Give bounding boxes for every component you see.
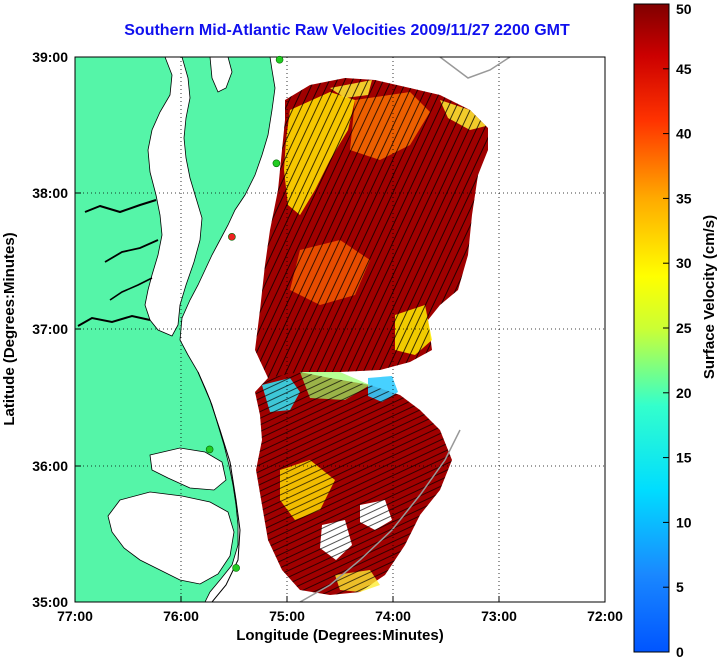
x-tick-label: 77:00 xyxy=(57,608,93,624)
y-tick-label: 36:00 xyxy=(32,458,68,474)
colorbar-tick-label: 45 xyxy=(676,61,692,77)
colorbar-tick-label: 40 xyxy=(676,126,692,142)
green-station xyxy=(275,55,284,64)
x-tick-label: 73:00 xyxy=(481,608,517,624)
y-tick-label: 37:00 xyxy=(32,321,68,337)
x-tick-label: 75:00 xyxy=(269,608,305,624)
red-station xyxy=(228,233,236,241)
outer-banks xyxy=(197,371,241,602)
chesapeake-bay xyxy=(144,57,203,337)
y-tick-label: 39:00 xyxy=(32,49,68,65)
velocity-vectors-north xyxy=(255,78,488,378)
james-river xyxy=(77,314,151,327)
colorbar-label: Surface Velocity (cm/s) xyxy=(701,215,718,379)
x-tick-label: 74:00 xyxy=(375,608,411,624)
colorbar-tick-label: 50 xyxy=(676,1,692,17)
bathymetry-contour xyxy=(439,57,511,79)
axis-ticks xyxy=(75,192,500,602)
y-tick-label: 38:00 xyxy=(32,185,68,201)
colorbar-tick-label: 0 xyxy=(676,644,684,659)
delaware-bay xyxy=(209,57,233,93)
colorbar-tick-label: 25 xyxy=(676,320,692,336)
y-axis-label: Latitude (Degrees:Minutes) xyxy=(1,232,18,425)
rappahannock-river xyxy=(104,239,159,263)
x-tick-label: 76:00 xyxy=(163,608,199,624)
grid-lines xyxy=(75,57,605,602)
x-tick-label: 72:00 xyxy=(587,608,623,624)
green-station xyxy=(232,564,240,572)
colorbar-tick-label: 20 xyxy=(676,385,692,401)
york-river xyxy=(109,277,153,301)
stations-layer xyxy=(205,55,284,572)
colorbar-tick-label: 35 xyxy=(676,190,692,206)
potomac-river xyxy=(84,199,157,213)
green-station xyxy=(272,159,281,168)
albemarle-sound xyxy=(149,447,227,491)
y-tick-label: 35:00 xyxy=(32,594,68,610)
colorbar-tick-label: 10 xyxy=(676,514,692,530)
velocity-vectors-south xyxy=(255,372,452,595)
map-title: Southern Mid-Atlantic Raw Velocities 200… xyxy=(124,22,570,39)
pamlico-sound xyxy=(107,491,235,585)
x-axis-label: Longitude (Degrees:Minutes) xyxy=(236,627,444,644)
colorbar-tick-label: 30 xyxy=(676,255,692,271)
bathymetry-contour xyxy=(299,429,461,602)
green-station xyxy=(205,445,214,454)
colorbar-tick-label: 5 xyxy=(676,579,684,595)
colorbar-tick-label: 15 xyxy=(676,450,692,466)
